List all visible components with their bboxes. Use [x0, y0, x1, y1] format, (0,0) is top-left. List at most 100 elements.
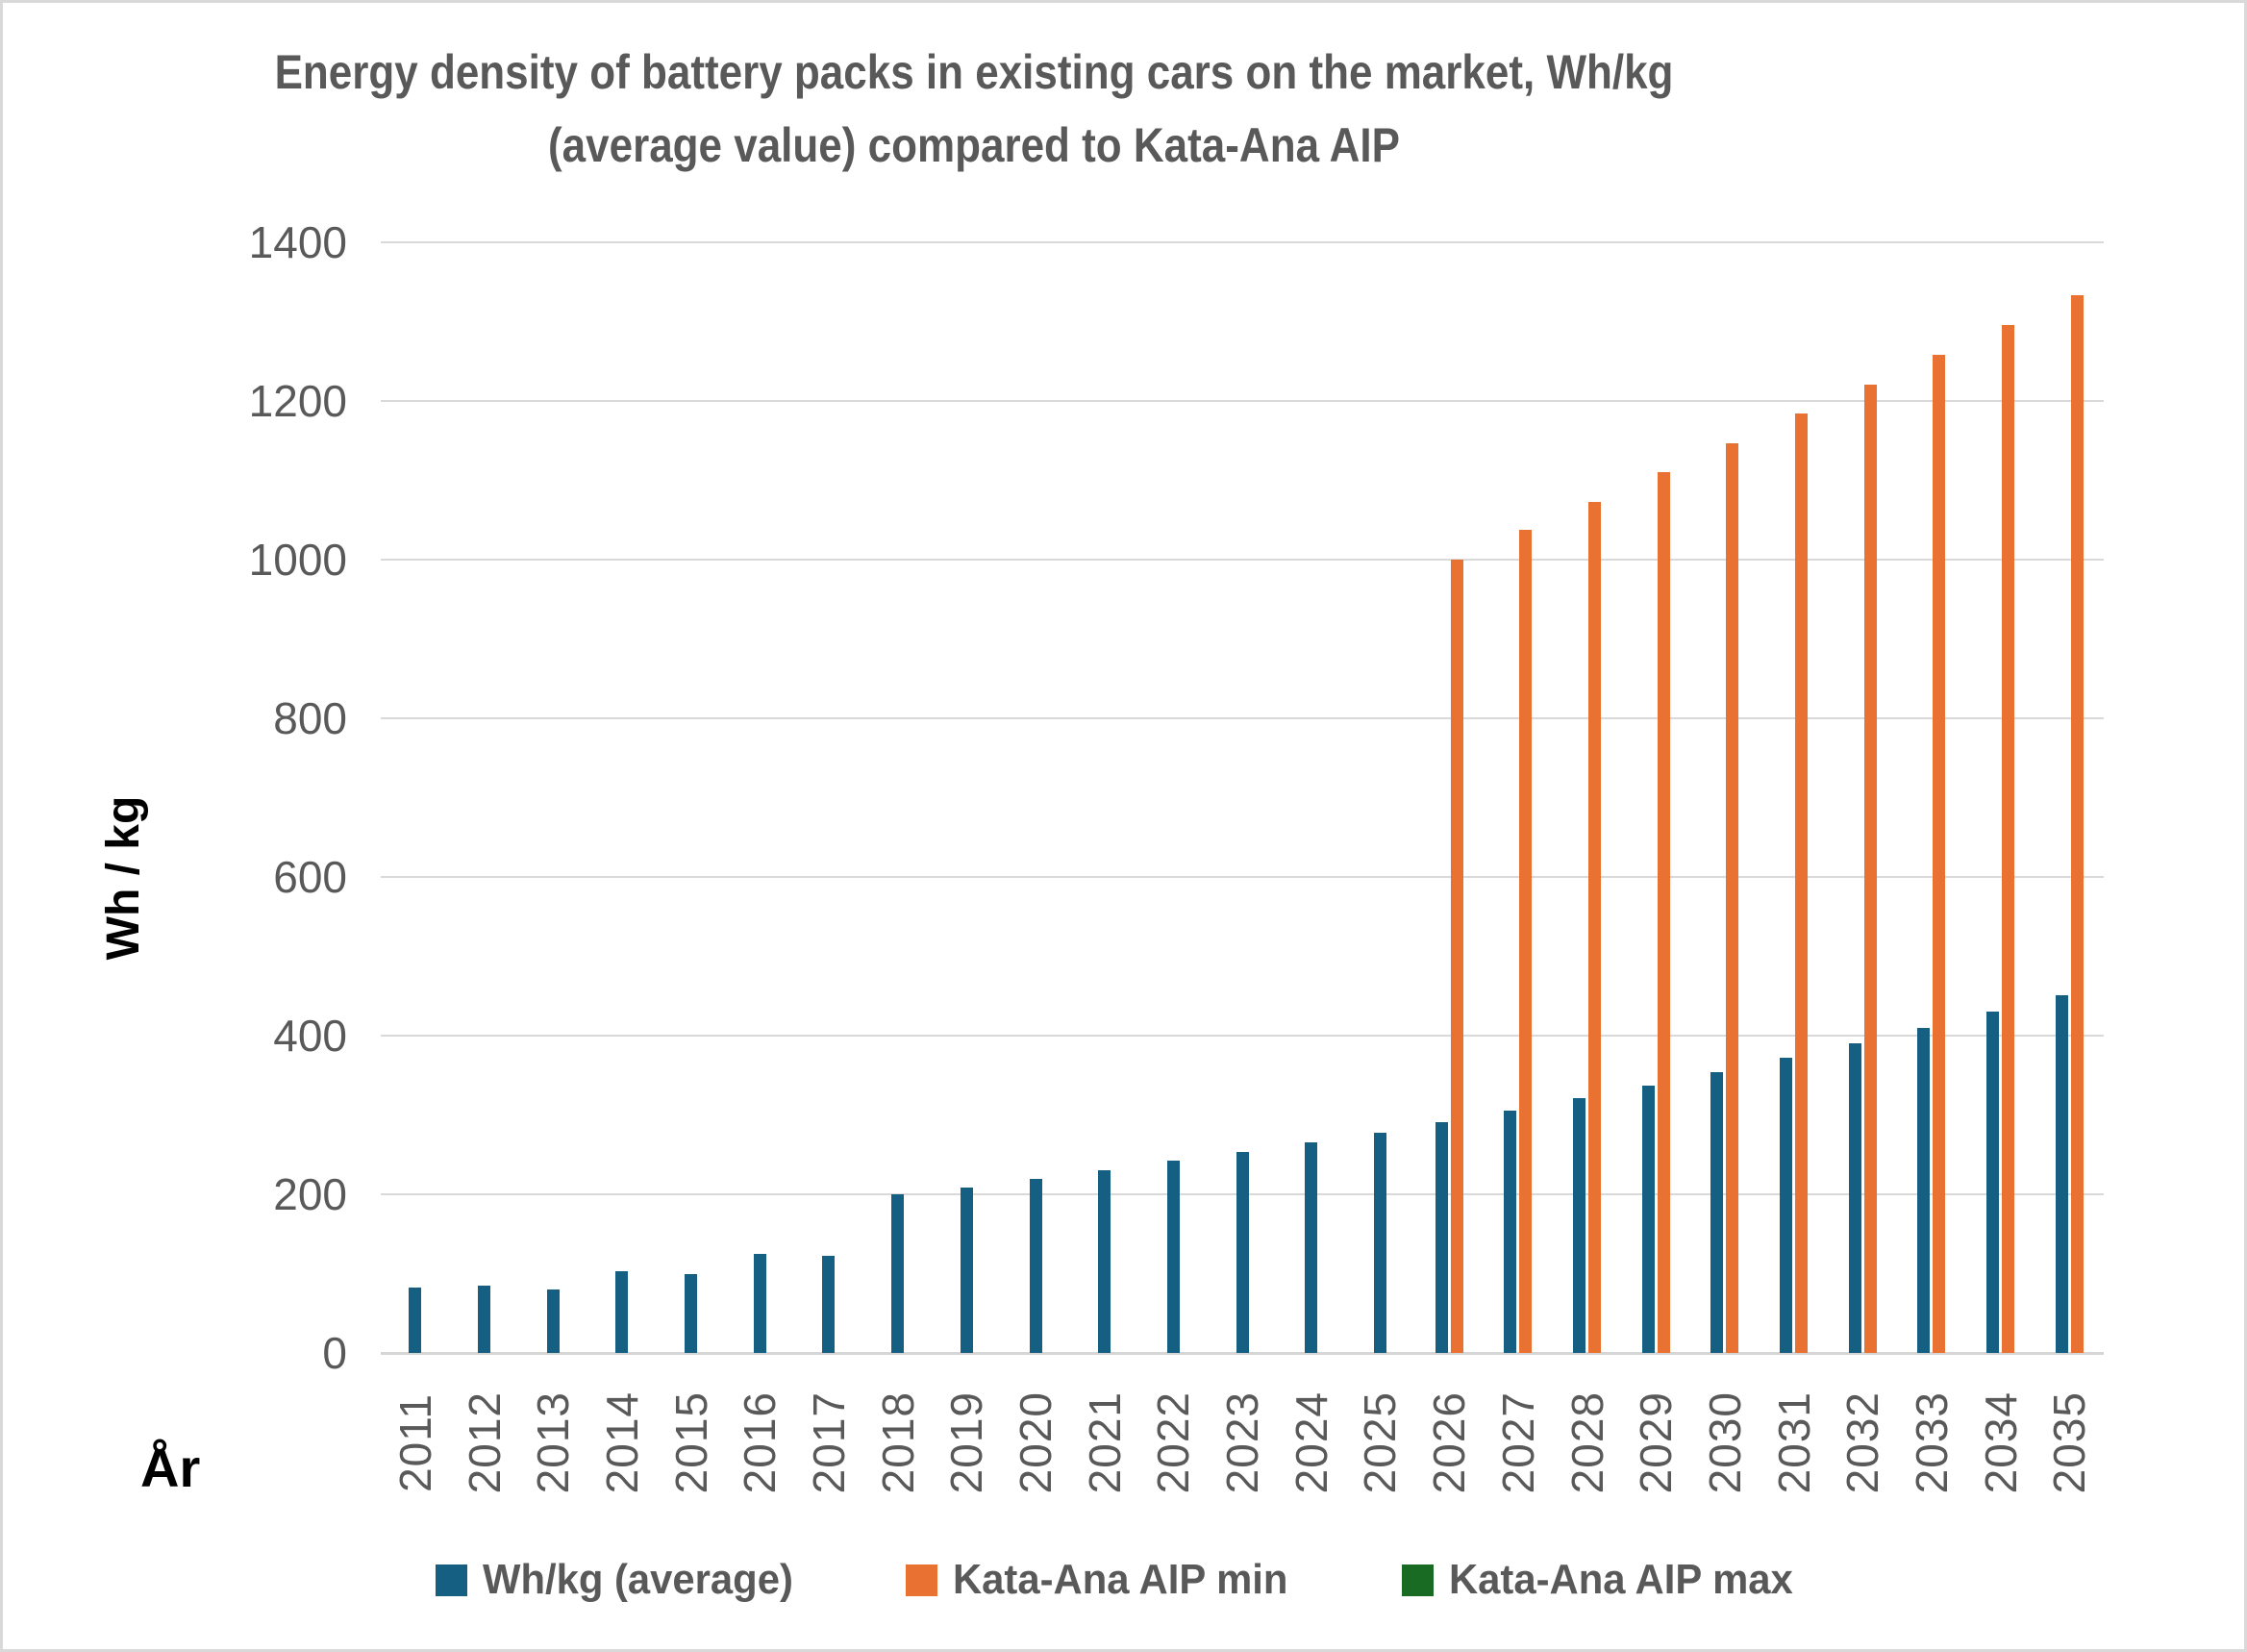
bar-wh-kg-average--2013	[546, 1289, 560, 1353]
x-tick-2014: 2014	[587, 1373, 657, 1513]
category-2015	[657, 242, 726, 1353]
x-tick-2015: 2015	[657, 1373, 726, 1513]
category-2033	[1897, 242, 1966, 1353]
bar-wh-kg-average--2022	[1166, 1161, 1180, 1353]
x-tick-label-2015: 2015	[665, 1391, 716, 1494]
x-tick-2021: 2021	[1070, 1373, 1139, 1513]
category-2023	[1208, 242, 1277, 1353]
legend: Wh/kg (average) Kata-Ana AIP min Kata-Ana …	[3, 1556, 2244, 1604]
gridline-0	[381, 1352, 2104, 1355]
x-tick-2032: 2032	[1828, 1373, 1897, 1513]
bar-wh-kg-average--2019	[960, 1187, 973, 1353]
y-tick-label-0: 0	[322, 1328, 347, 1378]
x-tick-label-2031: 2031	[1768, 1391, 1819, 1494]
bar-kata-ana-aip-min-2029	[1657, 472, 1670, 1353]
bar-wh-kg-average--2011	[409, 1288, 422, 1353]
legend-swatch-icon	[906, 1564, 938, 1596]
bar-kata-ana-aip-min-2027	[1519, 530, 1533, 1353]
x-tick-label-2027: 2027	[1492, 1391, 1543, 1494]
x-tick-2028: 2028	[1553, 1373, 1622, 1513]
plot-area	[381, 241, 2104, 1355]
bar-wh-kg-average--2014	[615, 1271, 629, 1353]
bar-wh-kg-average--2025	[1373, 1132, 1386, 1353]
x-tick-2019: 2019	[933, 1373, 1002, 1513]
bar-wh-kg-average--2020	[1029, 1179, 1042, 1353]
category-2018	[863, 242, 933, 1353]
category-2021	[1070, 242, 1139, 1353]
bar-wh-kg-average--2031	[1780, 1058, 1793, 1353]
chart-title-line2: (average value) compared to Kata-Ana AIP	[548, 118, 1400, 172]
category-2016	[725, 242, 794, 1353]
legend-item-1: Kata-Ana AIP min	[906, 1556, 1306, 1604]
x-tick-label-2016: 2016	[735, 1391, 786, 1494]
bar-kata-ana-aip-min-2032	[1863, 384, 1877, 1353]
category-2022	[1139, 242, 1209, 1353]
y-tick-label-1400: 1400	[248, 217, 347, 267]
bar-wh-kg-average--2035	[2055, 994, 2068, 1353]
x-tick-2018: 2018	[863, 1373, 933, 1513]
gridline-1400	[381, 241, 2104, 243]
category-2030	[1690, 242, 1760, 1353]
bar-wh-kg-average--2026	[1435, 1121, 1448, 1353]
x-tick-label-2019: 2019	[941, 1391, 992, 1494]
x-tick-label-2018: 2018	[872, 1391, 923, 1494]
x-tick-label-2012: 2012	[459, 1391, 510, 1494]
legend-swatch-icon	[1402, 1564, 1435, 1596]
x-tick-label-2013: 2013	[528, 1391, 579, 1494]
y-tick-label-1200: 1200	[248, 376, 347, 426]
category-2011	[381, 242, 450, 1353]
x-tick-2013: 2013	[518, 1373, 587, 1513]
bar-wh-kg-average--2015	[685, 1274, 698, 1353]
x-tick-2027: 2027	[1484, 1373, 1553, 1513]
category-2025	[1346, 242, 1415, 1353]
bar-wh-kg-average--2030	[1710, 1071, 1724, 1353]
x-tick-2031: 2031	[1760, 1373, 1829, 1513]
category-2026	[1414, 242, 1484, 1353]
category-2013	[518, 242, 587, 1353]
x-tick-2016: 2016	[725, 1373, 794, 1513]
category-2017	[794, 242, 863, 1353]
bar-wh-kg-average--2012	[478, 1285, 491, 1353]
gridline-1000	[381, 558, 2104, 561]
category-2024	[1277, 242, 1346, 1353]
x-tick-label-2028: 2028	[1561, 1391, 1612, 1494]
x-tick-label-2033: 2033	[1906, 1391, 1957, 1494]
x-tick-2026: 2026	[1414, 1373, 1484, 1513]
gridline-600	[381, 875, 2104, 878]
x-tick-label-2026: 2026	[1424, 1391, 1475, 1494]
bar-wh-kg-average--2032	[1848, 1043, 1861, 1353]
x-tick-2030: 2030	[1690, 1373, 1760, 1513]
bar-wh-kg-average--2034	[1986, 1012, 2000, 1353]
x-tick-2012: 2012	[450, 1373, 519, 1513]
bar-wh-kg-average--2023	[1236, 1152, 1249, 1353]
x-tick-2022: 2022	[1139, 1373, 1209, 1513]
y-tick-label-1000: 1000	[248, 535, 347, 585]
bar-kata-ana-aip-min-2030	[1726, 442, 1739, 1353]
bar-wh-kg-average--2024	[1305, 1141, 1318, 1353]
y-tick-label-200: 200	[273, 1169, 347, 1219]
legend-item-0: Wh/kg (average)	[436, 1556, 810, 1604]
bar-wh-kg-average--2029	[1641, 1085, 1655, 1353]
y-tick-label-800: 800	[273, 693, 347, 743]
bar-wh-kg-average--2027	[1504, 1110, 1517, 1353]
bars-layer	[381, 242, 2104, 1353]
x-tick-label-2020: 2020	[1011, 1391, 1061, 1494]
bar-wh-kg-average--2028	[1573, 1098, 1586, 1353]
y-tick-label-400: 400	[273, 1011, 347, 1061]
x-tick-2017: 2017	[794, 1373, 863, 1513]
category-2029	[1621, 242, 1690, 1353]
x-tick-label-2021: 2021	[1079, 1391, 1130, 1494]
chart-title: Energy density of battery packs in exist…	[170, 36, 1778, 182]
x-tick-label-2023: 2023	[1217, 1391, 1268, 1494]
bar-kata-ana-aip-min-2028	[1588, 501, 1602, 1353]
legend-label: Kata-Ana AIP min	[953, 1556, 1288, 1603]
bar-wh-kg-average--2021	[1098, 1170, 1111, 1353]
x-tick-2025: 2025	[1346, 1373, 1415, 1513]
y-tick-label-600: 600	[273, 852, 347, 902]
gridline-1200	[381, 399, 2104, 402]
legend-label: Kata-Ana AIP max	[1449, 1556, 1793, 1603]
category-2031	[1760, 242, 1829, 1353]
bar-kata-ana-aip-min-2034	[2002, 324, 2015, 1353]
x-tick-label-2032: 2032	[1837, 1391, 1888, 1494]
